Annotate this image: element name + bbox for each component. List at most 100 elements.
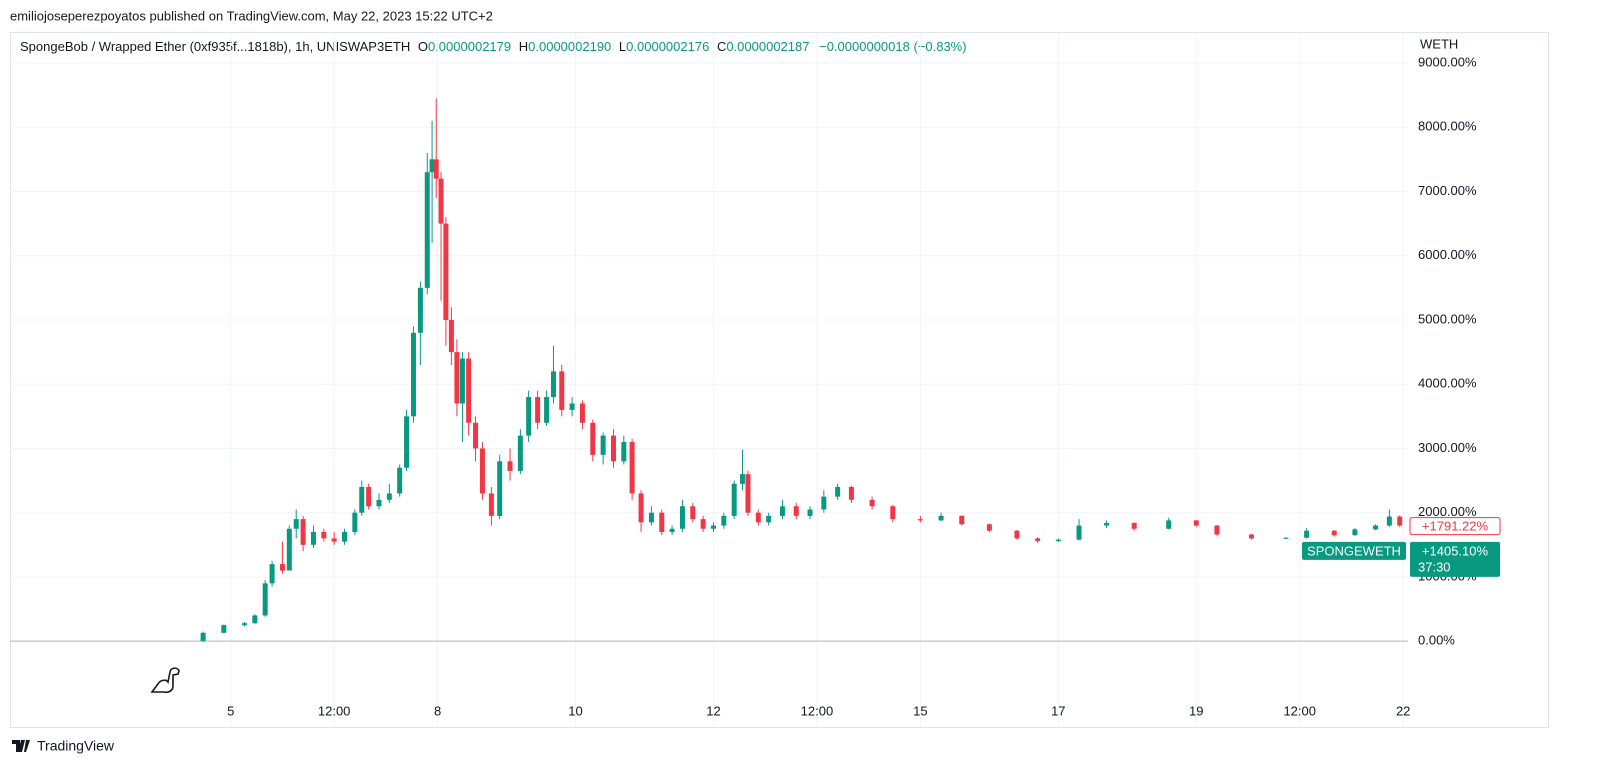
candle-body bbox=[648, 512, 654, 523]
candle-body bbox=[454, 352, 460, 404]
x-tick-label: 17 bbox=[1051, 703, 1065, 718]
candle-body bbox=[629, 442, 635, 494]
candle-body bbox=[241, 623, 247, 626]
candle-body bbox=[621, 442, 627, 462]
ohlc-value: 0.0000002176 bbox=[626, 39, 709, 54]
ohlc-value: 0.0000002179 bbox=[428, 39, 511, 54]
candle-body bbox=[959, 515, 965, 525]
candle-body bbox=[986, 524, 992, 531]
x-tick-label: 10 bbox=[568, 703, 582, 718]
candle-body bbox=[1104, 522, 1110, 526]
candle-body bbox=[1131, 522, 1137, 529]
y-tick-label: 4000.00% bbox=[1418, 376, 1477, 391]
candle-body bbox=[1193, 520, 1199, 526]
candle-body bbox=[890, 506, 896, 520]
x-tick-label: 5 bbox=[227, 703, 234, 718]
candle-body bbox=[331, 538, 337, 542]
candle-body bbox=[352, 512, 358, 532]
y-tick-label: 9000.00% bbox=[1418, 54, 1477, 69]
candle-body bbox=[869, 499, 875, 507]
x-tick-label: 22 bbox=[1396, 703, 1410, 718]
candle-body bbox=[310, 531, 316, 545]
candle-body bbox=[1035, 538, 1041, 541]
y-tick-label: 6000.00% bbox=[1418, 247, 1477, 262]
candle-body bbox=[1014, 530, 1020, 539]
candle-body bbox=[1386, 516, 1392, 526]
y-tick-label: 5000.00% bbox=[1418, 311, 1477, 326]
x-tick-label: 12:00 bbox=[801, 703, 834, 718]
candle-body bbox=[497, 461, 503, 516]
candle-body bbox=[1397, 516, 1403, 526]
candle-body bbox=[397, 467, 403, 494]
plot: 0.00%1000.00%2000.00%3000.00%4000.00%500… bbox=[10, 33, 1501, 727]
last-price-box bbox=[1410, 541, 1500, 577]
candle-body bbox=[638, 493, 644, 523]
candle-body bbox=[610, 435, 616, 462]
candle-body bbox=[559, 371, 565, 410]
candle-body bbox=[600, 435, 606, 455]
candle-body bbox=[359, 487, 365, 513]
candle-body bbox=[1214, 525, 1220, 535]
candle-body bbox=[286, 528, 292, 571]
x-tick-label: 19 bbox=[1189, 703, 1203, 718]
candle-body bbox=[488, 493, 494, 516]
candle-body bbox=[279, 564, 285, 571]
candle-body bbox=[366, 487, 372, 507]
candle-body bbox=[221, 625, 227, 633]
candle-body bbox=[793, 506, 799, 516]
candle-body bbox=[479, 448, 485, 494]
candle-body bbox=[459, 358, 465, 404]
candle-body bbox=[466, 358, 472, 423]
ohlc-label: C bbox=[717, 39, 726, 54]
reference-label-box bbox=[1409, 517, 1501, 536]
y-tick-label: 3000.00% bbox=[1418, 440, 1477, 455]
change: −0.0000000018 (−0.83%) bbox=[819, 39, 966, 54]
candle-body bbox=[1283, 537, 1289, 539]
candle-body bbox=[807, 509, 813, 516]
candle-body bbox=[544, 397, 550, 423]
x-tick-label: 12 bbox=[706, 703, 720, 718]
candle-body bbox=[535, 397, 541, 423]
candle-body bbox=[443, 223, 449, 320]
candle-body bbox=[731, 483, 737, 516]
candle-body bbox=[410, 332, 416, 417]
candle-body bbox=[417, 287, 423, 333]
candle-body bbox=[659, 512, 665, 532]
candle-body bbox=[429, 159, 435, 173]
candle-body bbox=[1076, 525, 1082, 540]
last-price-label: +1405.10% bbox=[1422, 543, 1489, 558]
candle-body bbox=[1166, 520, 1172, 529]
candle-body bbox=[341, 531, 347, 542]
candle-body bbox=[779, 506, 785, 516]
candle-body bbox=[300, 519, 306, 545]
candle-body bbox=[917, 519, 923, 521]
candle-body bbox=[690, 506, 696, 520]
candle-body bbox=[526, 397, 532, 436]
x-tick-label: 15 bbox=[913, 703, 927, 718]
candle-body bbox=[517, 435, 523, 471]
candle-body bbox=[448, 319, 454, 353]
candle-body bbox=[1055, 539, 1061, 541]
ohlc-value: 0.0000002187 bbox=[726, 39, 809, 54]
candle-body bbox=[1352, 529, 1358, 536]
candle-body bbox=[679, 506, 685, 529]
ohlc-label: H bbox=[519, 39, 528, 54]
candle-body bbox=[200, 632, 206, 642]
currency: WETH bbox=[1420, 36, 1458, 51]
candle-body bbox=[293, 519, 299, 529]
candle-body bbox=[1248, 534, 1254, 539]
tv-logo bbox=[12, 740, 30, 752]
candle-body bbox=[579, 403, 585, 423]
candle-body bbox=[721, 515, 727, 526]
candle-body bbox=[550, 371, 556, 398]
candle-body bbox=[710, 525, 716, 529]
candle-body bbox=[252, 615, 258, 624]
candle-body bbox=[424, 172, 430, 288]
symbol-bar: SpongeBob / Wrapped Ether (0xf935f...181… bbox=[20, 39, 967, 54]
ohlc-label: L bbox=[619, 39, 626, 54]
candle-body bbox=[321, 531, 327, 539]
candle-body bbox=[700, 519, 706, 529]
candle-body bbox=[269, 564, 275, 584]
publish-info: emiliojoseperezpoyatos published on Trad… bbox=[10, 8, 493, 23]
